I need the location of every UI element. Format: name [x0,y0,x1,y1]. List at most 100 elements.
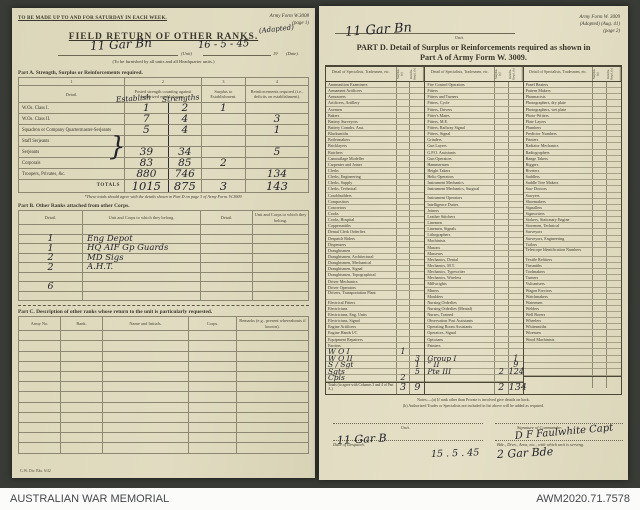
adopted-note: (Adopted) (Aug. 41) [579,21,620,27]
trade-row: Clerks, Technical [326,186,425,193]
trade-row: Moulders [425,293,523,300]
trade-row: Coachbuilders [326,192,425,199]
trade-row: Draughtsmen, Topographical [326,272,425,279]
trade-row: Opticians [425,336,523,343]
trade-row: Watermen [523,299,621,306]
part-c-row [18,411,309,423]
trade-row: Helio Operators [425,174,523,181]
trade-row: Instrument Mechanics, Surgical [425,186,523,196]
handwriting: 11 Gar B [336,431,387,447]
trade-row: Electricians, Signal [326,318,425,325]
trade-row: Predictor Numbers [523,131,621,138]
form-page-2: Unit. Army Form W. 3009 (Adopted) (Aug. … [319,6,628,480]
furnish-note: (To be furnished by all units and all He… [112,59,215,64]
trade-row: Plate Layers [523,118,621,125]
part-d-column-2: Detail of Specialists, Tradesmen, etc. S… [424,67,527,394]
trade-row: Fitter's Mates [425,112,523,119]
trade-row: Battery Surveyors [326,118,425,125]
part-d-totals-row: 2 134 [425,381,527,394]
handwritten-row: S / Sgt 1 [326,361,425,369]
part-b-row: 2 MD Sigs [18,252,309,264]
trade-row: Photographers, wet plate [523,106,621,113]
trade-row: Panel Beaters [523,82,621,89]
trade-row: Fitters, M.E. [425,118,523,125]
form-title: FIELD RETURN OF OTHER RANKS. [68,32,259,42]
handwritten-row [425,348,523,356]
year-printed: 19 [273,51,278,56]
part-a-headers: Detail. Posted strength counting against… [18,85,310,104]
handwritten-row: W O II 3 [326,354,425,363]
trade-row: Cooks, Hospital [326,217,425,224]
handwritten-row: Cpls 2 [326,374,425,382]
trade-row: Farriers [326,342,425,349]
trade-row: Telescope Identification Numbers [523,247,621,257]
trade-row: Instrument Mechanics [425,180,523,187]
trade-row: Printers [523,137,621,144]
trade-row: Shoemakers [523,198,621,205]
part-b-table: Detail. Unit and Corps to which they bel… [18,210,309,302]
handwriting: } [109,132,126,162]
signature-label: Signature of Commander. [517,424,562,430]
trade-row: Hammermen [425,161,523,168]
trade-row: Artificers, Artillery [326,100,425,107]
handwriting: 16 - 5 - 45 [197,38,250,51]
trade-row: Painters [425,342,523,349]
part-c-heading: Part C. Description of other ranks whose… [18,309,213,316]
part-b-row: 2 A.H.T. [18,262,309,273]
serving-label: Bde., Divn., Area, etc., with which unit… [497,441,585,447]
note-b: (b) Authorized Trades or Specialists not… [402,402,545,408]
trade-row: Draughtsmen, Mechanical [326,260,425,267]
part-d-title: PART D. Detail of Surplus or Reinforceme… [356,43,591,63]
trade-row: Sawyers [523,192,621,199]
trade-row: Fitters and Turners [425,94,523,101]
part-c-headers: Army No. Rank. Name and Initials. Corps.… [18,316,309,332]
trade-row: Plumbers [523,124,621,132]
part-a-row: Staff Serjeants [18,135,310,148]
trade-row: Nurses, Trained [425,312,523,319]
trade-row: Despatch Riders [326,235,425,242]
trade-row: Camouflage Modeller [326,155,425,162]
trade-row: Fitters, Cycle [425,100,523,107]
printer-imprint: G.W. Div. Bks. 6/42 [20,469,51,473]
trade-row: Fitters, Railway Signal [425,124,523,132]
part-c-row [18,340,309,352]
part-a-row: W.Os. Class I. 1 2 1 [18,102,310,115]
handwritten-row [523,355,621,363]
trade-row: Textile Refitters [523,256,621,263]
form-number: Army Form W.3008 [269,14,309,19]
page2-header: Unit. Army Form W. 3009 (Adopted) (Aug. … [325,11,622,43]
trade-row: Welders [523,305,621,313]
trade-row: Masseurs [425,250,523,257]
trade-row: Dispensers [326,241,425,248]
trade-row: Draughtsmen, Architectural [326,253,425,261]
date-label: (Date). [286,51,299,56]
trade-row: Ammunition Examiners [326,82,425,89]
part-b-row [18,290,309,302]
section-divider [18,305,309,307]
trade-row: Mechanics, Dental [425,256,523,263]
trade-row: Coppersmiths [326,223,425,230]
trade-row: Fitters [425,88,523,95]
awm-accession-number: AWM2020.71.7578 [536,493,630,505]
handwritten-row [523,342,621,350]
trade-row: Compositors [326,198,425,205]
handwritten-row: ” II 9 [425,361,523,369]
part-b-row: 1 HQ AIF Gp Guards [18,243,309,254]
trade-row: Gun Layers [425,143,523,150]
unit-date-line: (Unit) 19 (Date). [18,46,309,59]
trade-row: Wagon Erectors [523,287,621,294]
trade-row: Vulcanisers [523,281,621,288]
trade-row: Well Borers [523,312,621,319]
unit-bottom-label: Unit. [401,424,410,430]
trade-row: Clerks, Supply [326,180,425,187]
trade-row: Wood Machinists [523,336,621,343]
trade-row: Gun Operators [425,155,523,162]
handwritten-row [523,349,621,356]
part-c-row [18,370,309,383]
trade-row: Leather Stitchers [425,213,523,220]
trade-row: Carpenter and Joiner [326,161,425,168]
trade-row: Surveyors [523,229,621,236]
part-d-column-1: Detail of Specialists, Tradesmen, etc. S… [326,67,425,394]
trade-row: Butchers [326,149,425,156]
